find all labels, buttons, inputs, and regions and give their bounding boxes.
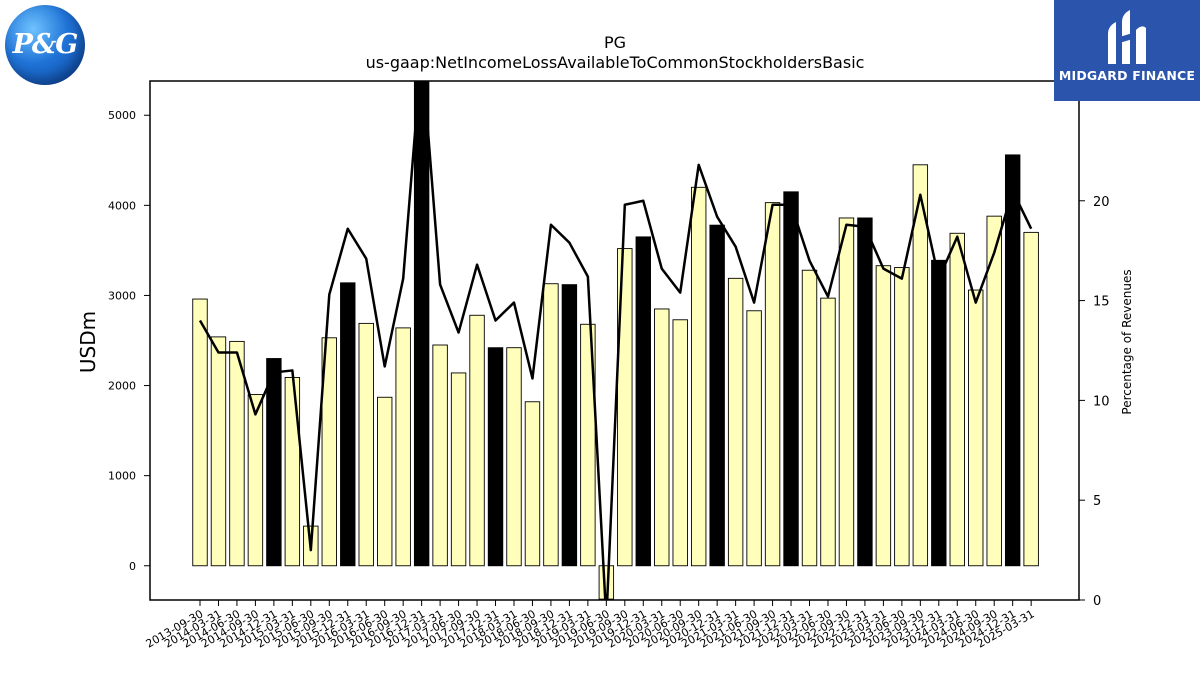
- y-tick-label: 2000: [108, 380, 136, 393]
- y2-tick-label: 15: [1093, 295, 1110, 310]
- bar: [801, 269, 818, 567]
- y-tick-label: 1000: [108, 470, 136, 483]
- bar: [247, 394, 264, 567]
- y2-axis-label: Percentage of Revenues: [1120, 269, 1134, 414]
- chart-subtitle: us-gaap:NetIncomeLossAvailableToCommonSt…: [366, 53, 865, 72]
- bar: [894, 267, 910, 567]
- bar: [469, 314, 485, 567]
- percentage-line: [198, 81, 1033, 600]
- bar: [654, 308, 670, 567]
- chart-title: PG: [604, 33, 626, 52]
- y-tick-label: 4000: [108, 199, 136, 212]
- y2-tick-label: 20: [1093, 195, 1110, 210]
- y-tick-label: 3000: [108, 289, 136, 302]
- bar: [229, 340, 245, 567]
- y2-tick-label: 10: [1093, 394, 1110, 409]
- bar: [635, 236, 651, 567]
- y2-tick-label: 0: [1093, 594, 1101, 609]
- bar: [561, 284, 578, 567]
- bar: [524, 401, 541, 567]
- pg-logo: P&G: [5, 5, 85, 85]
- bar: [672, 319, 688, 567]
- bar: [284, 376, 301, 567]
- bar: [746, 310, 762, 567]
- bar: [912, 164, 929, 567]
- midgard-finance-logo: MIDGARD FINANCE: [1054, 0, 1200, 101]
- midgard-brand-text: MIDGARD FINANCE: [1058, 68, 1196, 83]
- bar: [968, 289, 984, 567]
- bar: [764, 202, 781, 567]
- y2-tick-label: 5: [1093, 494, 1101, 509]
- bar: [192, 298, 208, 567]
- bar: [1004, 154, 1021, 567]
- bar: [358, 322, 374, 567]
- midgard-emblem-icon: [1108, 10, 1146, 64]
- bar: [506, 347, 522, 567]
- bar: [266, 358, 282, 567]
- bar: [210, 336, 227, 567]
- bar: [931, 259, 947, 567]
- bar: [321, 337, 337, 567]
- bar: [450, 372, 467, 567]
- y-tick-label: 5000: [108, 109, 136, 122]
- bar: [986, 215, 1002, 567]
- bar: [857, 217, 873, 567]
- bar: [395, 327, 411, 567]
- bar: [875, 265, 892, 567]
- bar: [949, 232, 965, 567]
- y-axis-label: USDm: [76, 311, 100, 373]
- bar: [783, 191, 799, 567]
- bar: [580, 323, 596, 567]
- bar: [377, 396, 393, 567]
- bar: [617, 248, 633, 567]
- bar: [838, 217, 855, 567]
- bar: [432, 344, 448, 567]
- bar: [487, 347, 504, 567]
- pg-logo-text: P&G: [12, 29, 79, 60]
- bar: [413, 81, 430, 567]
- bar: [340, 282, 356, 567]
- plot-frame: [149, 80, 1080, 601]
- bar: [1023, 231, 1039, 567]
- bar: [709, 224, 725, 567]
- bar: [543, 283, 559, 567]
- y-tick-label: 0: [129, 560, 136, 573]
- bar: [820, 297, 836, 567]
- bar: [690, 186, 707, 567]
- bar: [727, 277, 744, 567]
